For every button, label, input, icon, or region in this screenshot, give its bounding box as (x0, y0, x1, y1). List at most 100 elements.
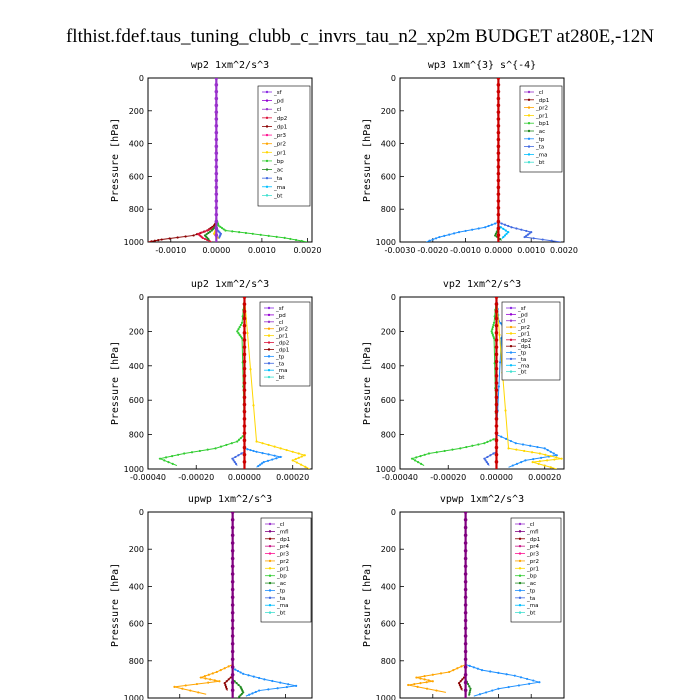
series-point (483, 442, 486, 445)
series-point (214, 103, 219, 108)
series-point (521, 443, 525, 446)
series-point (471, 228, 474, 231)
series-point (439, 672, 443, 675)
series-point (494, 366, 499, 371)
series-point (496, 178, 501, 183)
series-point (230, 657, 235, 662)
legend-entry: _ac (276, 581, 286, 587)
legend-marker (265, 133, 269, 137)
plot-frame (399, 77, 565, 243)
x-tick-label: 0.00020 (276, 473, 309, 482)
legend-marker (518, 581, 522, 585)
series-point (494, 460, 499, 464)
series-point (469, 689, 472, 692)
y-tick-label: 400 (381, 140, 396, 149)
series-point (509, 439, 513, 443)
series-point (230, 649, 235, 654)
series-point (510, 226, 513, 229)
series-point (287, 683, 290, 686)
series-point (491, 333, 494, 336)
series-point (291, 450, 294, 453)
y-tick-label: 1000 (376, 465, 396, 474)
series-point (242, 309, 247, 314)
series-point (215, 670, 218, 674)
series-point (434, 237, 438, 240)
series-point (528, 682, 531, 685)
legend-entry: _ac (535, 129, 545, 135)
series-point (241, 435, 244, 438)
series-point (496, 206, 501, 210)
series-point (463, 641, 468, 646)
series-point (184, 684, 187, 687)
series-point (489, 454, 492, 457)
series-point (231, 230, 234, 233)
series-point (214, 219, 219, 224)
legend-entry: _pr1 (535, 113, 548, 119)
series-point (279, 681, 282, 684)
legend-marker (518, 522, 522, 526)
series-point (234, 455, 237, 459)
series-point (463, 680, 468, 685)
series-point (242, 424, 247, 428)
series-point (267, 453, 270, 456)
series-point (491, 326, 494, 329)
series-point (497, 687, 500, 690)
series-point (242, 338, 247, 342)
legend-entry: _ma (535, 152, 547, 158)
series-point (230, 634, 235, 638)
series-line-dp1 (148, 78, 217, 242)
series-point (463, 688, 468, 693)
x-tick-label: 0.00000 (480, 473, 513, 482)
y-tick-label: 1000 (124, 465, 144, 474)
series-point (502, 227, 505, 230)
series-point (230, 564, 235, 569)
legend-entry: _ta (275, 361, 284, 367)
series-point (236, 330, 239, 333)
series-point (214, 178, 219, 183)
series-point (491, 328, 494, 331)
series-point (242, 691, 245, 694)
series-point (489, 670, 492, 673)
series-point (258, 676, 261, 680)
legend-entry: _bt (535, 160, 545, 166)
series-point (415, 456, 418, 459)
legend-marker (527, 137, 531, 140)
series-point (236, 440, 239, 443)
legend-marker (268, 537, 272, 540)
series-point (538, 460, 541, 463)
series-point (451, 448, 454, 451)
series-point (413, 459, 417, 462)
x-tick-label: 0.0010 (248, 246, 276, 255)
plot-frame (399, 296, 565, 470)
series-point (223, 667, 226, 670)
series-point (463, 572, 468, 576)
series-point (230, 512, 235, 514)
series-point (456, 667, 459, 670)
legend-marker (267, 341, 271, 344)
legend-entry: _tp (535, 137, 545, 143)
series-point (419, 455, 422, 458)
legend-marker (509, 344, 513, 348)
series-point (443, 234, 446, 237)
series-point (230, 595, 235, 600)
series-point (239, 323, 242, 327)
legend-marker (265, 159, 269, 163)
series-point (242, 388, 247, 392)
series-point (496, 233, 501, 237)
series-point (463, 512, 468, 514)
series-point (496, 158, 501, 162)
series-line-dp1 (410, 297, 497, 466)
series-point (443, 449, 446, 453)
series-point (494, 352, 499, 357)
series-point (517, 684, 521, 687)
series-point (238, 231, 241, 234)
y-tick-label: 0 (139, 508, 144, 517)
y-tick-label: 600 (129, 172, 144, 181)
series-point (463, 579, 468, 584)
series-point (214, 96, 219, 101)
series-point (242, 352, 247, 357)
legend-marker (267, 334, 271, 337)
y-tick-label: 1000 (376, 238, 396, 247)
series-point (247, 674, 250, 677)
plot-frame (399, 511, 565, 699)
